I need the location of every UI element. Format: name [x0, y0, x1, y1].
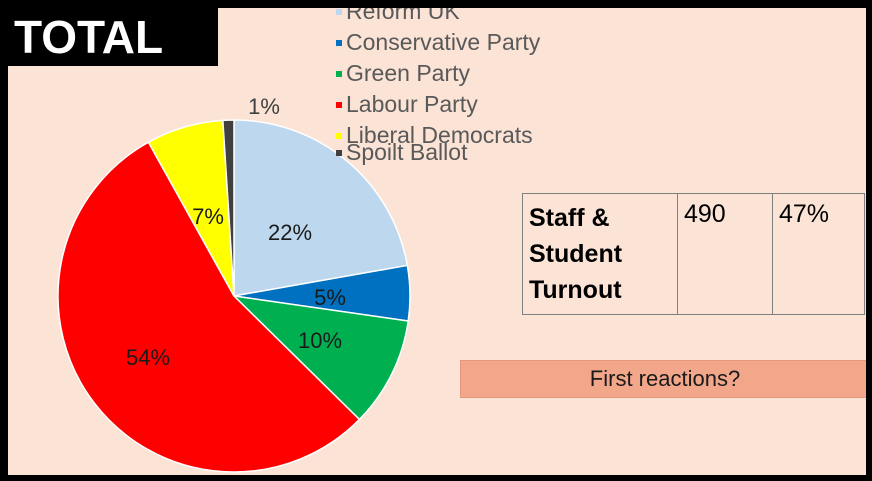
chart-legend: Reform UK Conservative Party Green Party La…	[336, 8, 540, 168]
legend-swatch	[336, 70, 342, 77]
legend-label: Green Party	[346, 60, 470, 86]
pie-data-label: 10%	[298, 328, 342, 353]
pie-data-label: 1%	[248, 94, 280, 119]
pie-chart: 22% 5% 10% 54% 7% 1%	[57, 94, 411, 473]
slide: 22% 5% 10% 54% 7% 1% TOTAL Reform UK Conservat…	[8, 8, 866, 475]
legend-swatch	[336, 101, 342, 108]
legend-item: Liberal Democrats	[336, 120, 540, 151]
pie-data-label: 5%	[314, 285, 346, 310]
legend-swatch	[336, 149, 342, 156]
legend-item: Conservative Party	[336, 27, 540, 58]
pie-data-label: 22%	[268, 220, 312, 245]
legend-item: Labour Party	[336, 89, 540, 120]
table-row: Staff & Student Turnout 490 47%	[522, 193, 865, 315]
pie-slice	[222, 119, 235, 297]
turnout-table: Staff & Student Turnout 490 47%	[522, 193, 865, 315]
pie-data-label: 7%	[192, 204, 224, 229]
turnout-percent: 47%	[772, 193, 865, 315]
first-reactions-banner: First reactions?	[460, 360, 866, 398]
legend-swatch	[336, 132, 342, 139]
turnout-count: 490	[677, 193, 773, 315]
pie-slice	[233, 119, 409, 297]
legend-label: Liberal Democrats	[346, 122, 533, 148]
legend-item: Green Party	[336, 58, 540, 89]
legend-item: Reform UK	[336, 8, 540, 27]
slide-title: TOTAL	[8, 8, 218, 66]
legend-label: Reform UK	[346, 8, 460, 24]
legend-label: Spoilt Ballot	[346, 139, 468, 165]
legend-swatch	[336, 39, 342, 46]
pie-slice	[231, 294, 410, 421]
legend-label: Conservative Party	[346, 29, 541, 55]
pie-data-label: 54%	[126, 345, 170, 370]
legend-item: Spoilt Ballot	[336, 137, 540, 168]
turnout-label: Staff & Student Turnout	[522, 193, 678, 315]
pie-slice	[57, 141, 361, 473]
legend-swatch	[336, 8, 342, 15]
legend-label: Labour Party	[346, 91, 478, 117]
